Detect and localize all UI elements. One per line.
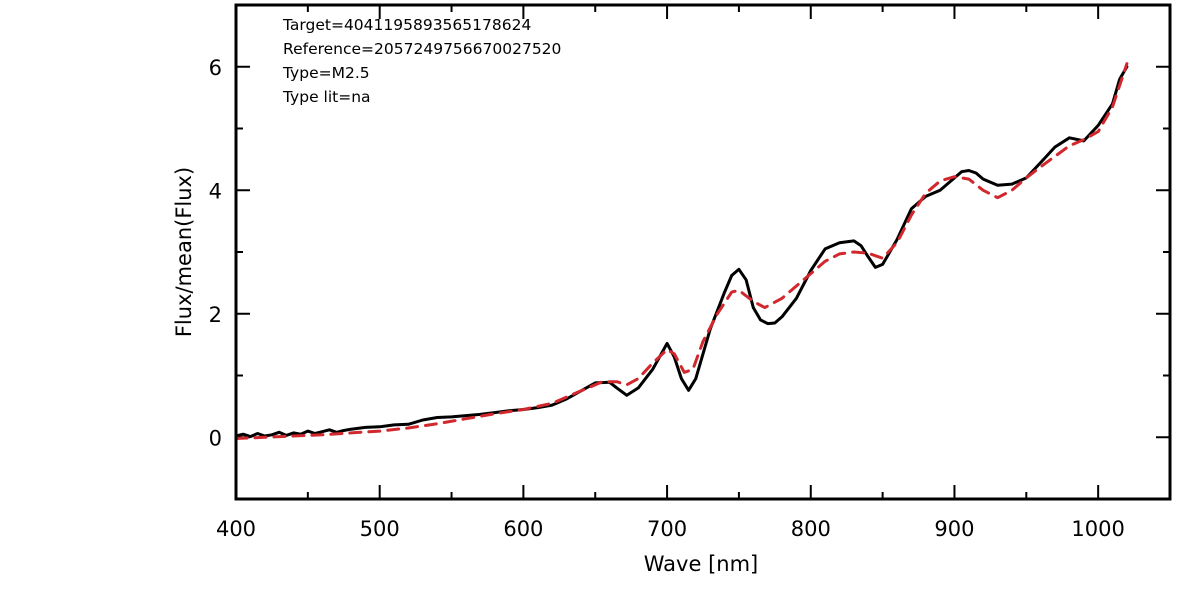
y-tick-label: 2 xyxy=(209,303,222,327)
series-line-2 xyxy=(234,62,1129,440)
annotations: Target=4041195893565178624 Reference=2057… xyxy=(282,16,561,106)
x-tick-label: 700 xyxy=(647,517,687,541)
y-tick-label: 6 xyxy=(209,56,222,80)
annotation-line: Target=4041195893565178624 xyxy=(282,16,531,34)
tick-marks xyxy=(235,4,1171,500)
y-tick-label: 0 xyxy=(209,426,222,450)
x-tick-label: 500 xyxy=(360,517,400,541)
x-tick-label: 800 xyxy=(791,517,831,541)
plot-frame xyxy=(234,3,1172,501)
x-tick-label: 1000 xyxy=(1071,517,1124,541)
y-tick-label: 4 xyxy=(209,179,222,203)
x-axis-title: Wave [nm] xyxy=(644,552,758,576)
tick-labels: 400 500 600 700 800 900 1000 0 2 4 6 xyxy=(209,56,1125,541)
annotation-line: Type lit=na xyxy=(282,88,371,106)
x-tick-label: 900 xyxy=(934,517,974,541)
annotation-line: Type=M2.5 xyxy=(282,64,370,82)
x-tick-label: 600 xyxy=(503,517,543,541)
series-line-1 xyxy=(234,65,1129,439)
y-axis-title: Flux/mean(Flux) xyxy=(172,167,196,337)
series-lines xyxy=(234,62,1129,440)
annotation-line: Reference=2057249756670027520 xyxy=(283,40,561,58)
x-tick-label: 400 xyxy=(216,517,256,541)
